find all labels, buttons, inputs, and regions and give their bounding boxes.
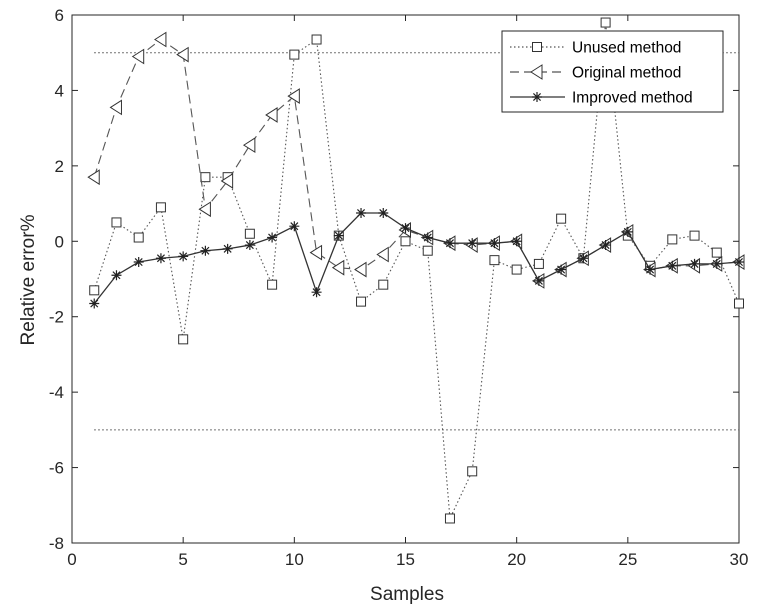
data-point [354,261,367,278]
y-tick-label: -8 [49,534,64,553]
data-point [689,230,700,241]
data-point [178,251,189,262]
data-point [378,279,389,290]
data-point [489,238,500,249]
y-tick-label: -6 [49,459,64,478]
data-point [400,223,411,234]
legend-marker [532,92,542,102]
data-point [645,264,656,275]
data-point [309,244,323,261]
x-tick-label: 10 [285,550,304,569]
data-point [267,232,278,243]
x-tick-label: 15 [396,550,415,569]
data-point [667,260,678,271]
data-point [311,34,322,45]
data-point [622,226,633,237]
data-point [267,279,278,290]
data-point [220,173,234,189]
data-point [600,17,611,28]
x-axis-label: Samples [370,584,444,605]
series-2 [89,208,744,309]
data-point [111,217,122,228]
axes: 0 5 10 15 20 25 30 -8 -6 -4 -2 0 2 4 6 [49,6,749,569]
x-tick-label: 25 [618,550,637,569]
data-point [287,88,300,104]
legend-label: Original method [572,65,681,82]
data-point [200,245,211,256]
data-point [289,49,300,60]
data-point [131,48,145,65]
legend-label: Improved method [572,90,693,107]
legend: Unused method Original method Improved met… [501,30,724,113]
y-tick-label: 6 [55,6,64,25]
data-point [333,230,344,241]
data-point [400,236,411,247]
series-line [93,212,740,304]
legend-marker [532,42,542,52]
data-point [489,255,500,266]
data-point [200,172,211,183]
data-point [578,253,589,264]
data-point [178,334,189,345]
data-point [734,257,744,268]
legend-label: Unused method [572,40,681,57]
data-point [378,208,389,218]
data-point [556,264,567,275]
data-point [311,287,322,298]
data-point [556,213,567,224]
data-point [467,238,478,249]
y-tick-label: -4 [49,383,64,402]
data-point [444,513,455,524]
data-point [331,259,345,276]
data-point [154,31,167,48]
data-point [244,240,255,251]
data-point [356,296,367,307]
data-point [111,270,122,281]
data-point [422,245,433,256]
data-point [511,236,522,247]
x-tick-label: 5 [178,550,187,569]
data-point [444,238,455,249]
series-line [93,38,740,282]
data-point [242,137,256,154]
data-point [244,228,255,239]
data-point [176,46,189,63]
y-tick-label: 2 [55,157,64,176]
data-point [109,99,122,116]
data-point [198,201,211,218]
data-point [533,258,544,269]
data-point [600,240,611,251]
x-tick-label: 20 [507,550,526,569]
data-point [133,232,144,243]
data-point [711,258,722,269]
data-point [289,221,300,232]
data-point [422,232,433,243]
data-point [667,234,678,245]
legend-marker [530,64,543,80]
series-layer [87,17,745,524]
data-point [87,169,100,186]
data-point [356,208,367,218]
data-point [533,275,544,286]
y-axis-label: Relative error% [18,214,39,345]
data-point [265,107,278,123]
x-tick-label: 0 [67,550,76,569]
x-tick-label: 30 [730,550,749,569]
data-point [155,202,166,213]
data-point [155,253,166,264]
data-point [689,258,700,269]
data-point [711,247,722,258]
data-point [89,298,100,309]
data-point [89,285,100,296]
data-point [133,257,144,268]
y-tick-label: 0 [55,232,64,251]
data-point [511,264,522,275]
data-point [376,246,389,263]
data-point [734,298,744,309]
data-point [222,243,233,254]
y-tick-label: 4 [55,81,64,100]
data-point [467,466,478,477]
y-tick-label: -2 [49,308,64,327]
